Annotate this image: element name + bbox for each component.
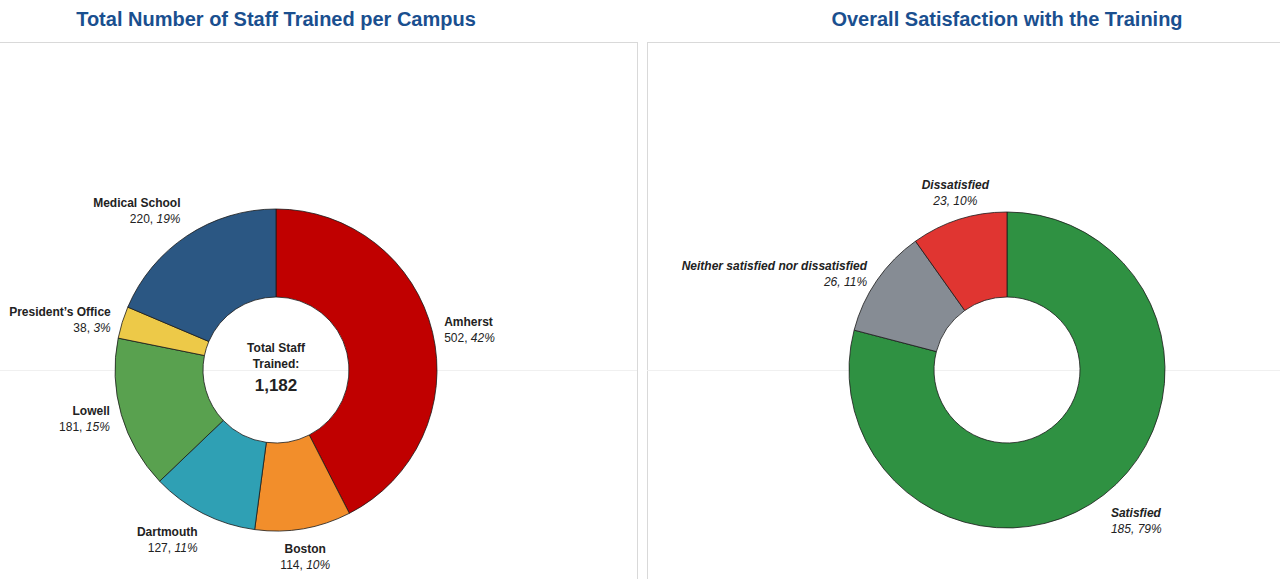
panel-top-border (647, 42, 1280, 43)
category-label: Amherst (444, 315, 493, 329)
value-label: 185, 79% (1111, 522, 1162, 536)
value-label-count: 181, (59, 420, 82, 434)
slice-label: Medical School 220, 19% (93, 196, 181, 226)
chart-title: Total Number of Staff Trained per Campus (76, 8, 476, 30)
chart-title: Overall Satisfaction with the Training (831, 8, 1182, 30)
slice-label: Lowell 181, 15% (59, 404, 110, 434)
category-label: Medical School (93, 196, 180, 210)
category-label: Neither satisfied nor dissatisfied (682, 259, 868, 273)
slices (115, 209, 437, 531)
slice-label: Satisfied 185, 79% (1111, 506, 1162, 536)
donut-slice (255, 435, 350, 531)
value-label: 114, 10% (280, 558, 330, 572)
value-label: 220, 19% (130, 212, 181, 226)
panel-frames (0, 42, 1280, 579)
panel-divider (0, 370, 637, 371)
slice-labels: Amherst 502, 42% Boston 114, 10% Dartmouth 12… (9, 196, 495, 572)
value-label-count: 127, (148, 541, 171, 555)
value-label-count: 220, (130, 212, 153, 226)
center-label-line: Trained: (253, 357, 300, 371)
donut-slice (115, 338, 223, 481)
value-label-percent: 15% (82, 420, 110, 434)
slice-label: Amherst 502, 42% (444, 315, 495, 345)
value-label: 38, 3% (73, 321, 111, 335)
donut-slice (916, 212, 1007, 310)
panel-side-border (647, 42, 648, 579)
category-label: Dissatisfied (922, 178, 990, 192)
value-label-count: 38, (73, 321, 90, 335)
panel-side-border (637, 42, 638, 579)
slice-labels: Satisfied 185, 79% Neither satisfied nor d… (682, 178, 1162, 535)
center-total: 1,182 (255, 376, 298, 395)
category-label: Boston (285, 542, 326, 556)
value-label-percent: 19% (153, 212, 181, 226)
value-label-percent: 10% (303, 558, 331, 572)
value-label: 502, 42% (444, 331, 495, 345)
value-label-percent: 42% (468, 331, 496, 345)
donut-chart: Total Number of Staff Trained per Campus… (9, 8, 495, 572)
panel-divider (647, 370, 1280, 371)
slice-label: Boston 114, 10% (280, 542, 330, 572)
value-label-count: 23, (932, 194, 950, 208)
value-label: 181, 15% (59, 420, 110, 434)
value-label: 26, 11% (823, 275, 867, 289)
category-label: President’s Office (9, 305, 111, 319)
slices (849, 212, 1165, 528)
category-label: Lowell (72, 404, 109, 418)
donut-slice (128, 209, 276, 341)
value-label-percent: 79% (1134, 522, 1162, 536)
value-label: 23, 10% (932, 194, 977, 208)
donut-chart: Overall Satisfaction with the Training Sa… (682, 8, 1183, 536)
category-label: Satisfied (1111, 506, 1162, 520)
slice-label: Dissatisfied 23, 10% (922, 178, 990, 208)
value-label-count: 185, (1111, 522, 1134, 536)
value-label-count: 502, (444, 331, 467, 345)
panel-top-border (0, 42, 637, 43)
value-label-count: 26, (823, 275, 841, 289)
chart-root: Total Number of Staff Trained per Campus… (0, 0, 1280, 579)
value-label: 127, 11% (148, 541, 198, 555)
category-label: Dartmouth (137, 525, 198, 539)
value-label-percent: 11% (171, 541, 198, 555)
center-label: Total Staff Trained: (247, 341, 306, 371)
value-label-percent: 3% (90, 321, 111, 335)
slice-label: Dartmouth 127, 11% (137, 525, 198, 555)
chart-svg: Total Number of Staff Trained per Campus… (0, 0, 1280, 579)
slice-label: President’s Office 38, 3% (9, 305, 111, 335)
slice-label: Neither satisfied nor dissatisfied 26, 11… (682, 259, 868, 289)
value-label-percent: 10% (950, 194, 978, 208)
value-label-count: 114, (280, 558, 302, 572)
value-label-percent: 11% (841, 275, 868, 289)
center-label-line: Total Staff (247, 341, 306, 355)
donut-slice (849, 212, 1165, 528)
